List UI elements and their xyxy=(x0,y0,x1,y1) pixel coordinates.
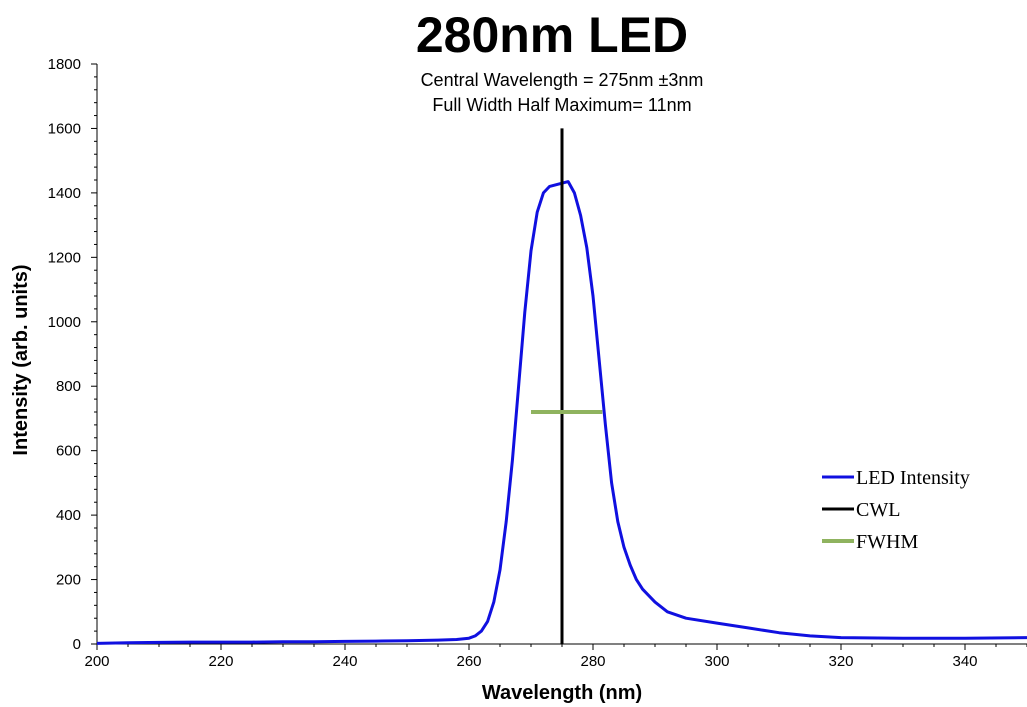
y-axis-title: Intensity (arb. units) xyxy=(10,264,32,455)
x-tick-label: 260 xyxy=(456,653,481,670)
x-axis-title: Wavelength (nm) xyxy=(482,682,642,704)
legend-label: LED Intensity xyxy=(856,467,970,489)
x-tick-label: 280 xyxy=(580,653,605,670)
y-tick-label: 1200 xyxy=(48,249,81,266)
y-tick-label: 1800 xyxy=(48,56,81,73)
legend-label: CWL xyxy=(856,499,900,521)
chart-subtitle-cwl: Central Wavelength = 275nm ±3nm xyxy=(421,70,704,90)
plot-area xyxy=(96,128,1027,645)
x-tick-label: 340 xyxy=(952,653,977,670)
legend-label: FWHM xyxy=(856,531,918,553)
x-tick-label: 240 xyxy=(332,653,357,670)
x-tick-label: 320 xyxy=(828,653,853,670)
y-tick-label: 1000 xyxy=(48,314,81,331)
y-tick-label: 600 xyxy=(56,443,81,460)
legend: LED Intensity CWL FWHM xyxy=(822,467,970,553)
y-tick-label: 200 xyxy=(56,572,81,589)
y-tick-label: 0 xyxy=(73,636,81,653)
x-tick-label: 200 xyxy=(84,653,109,670)
y-tick-label: 800 xyxy=(56,378,81,395)
chart-subtitle-fwhm: Full Width Half Maximum= 11nm xyxy=(432,95,691,115)
y-tick-label: 400 xyxy=(56,507,81,524)
axes xyxy=(91,63,1027,650)
x-tick-label: 220 xyxy=(208,653,233,670)
chart-title: 280nm LED xyxy=(416,7,688,63)
y-tick-label: 1600 xyxy=(48,120,81,137)
y-tick-label: 1400 xyxy=(48,185,81,202)
series-led-intensity xyxy=(96,180,1027,645)
x-tick-label: 300 xyxy=(704,653,729,670)
